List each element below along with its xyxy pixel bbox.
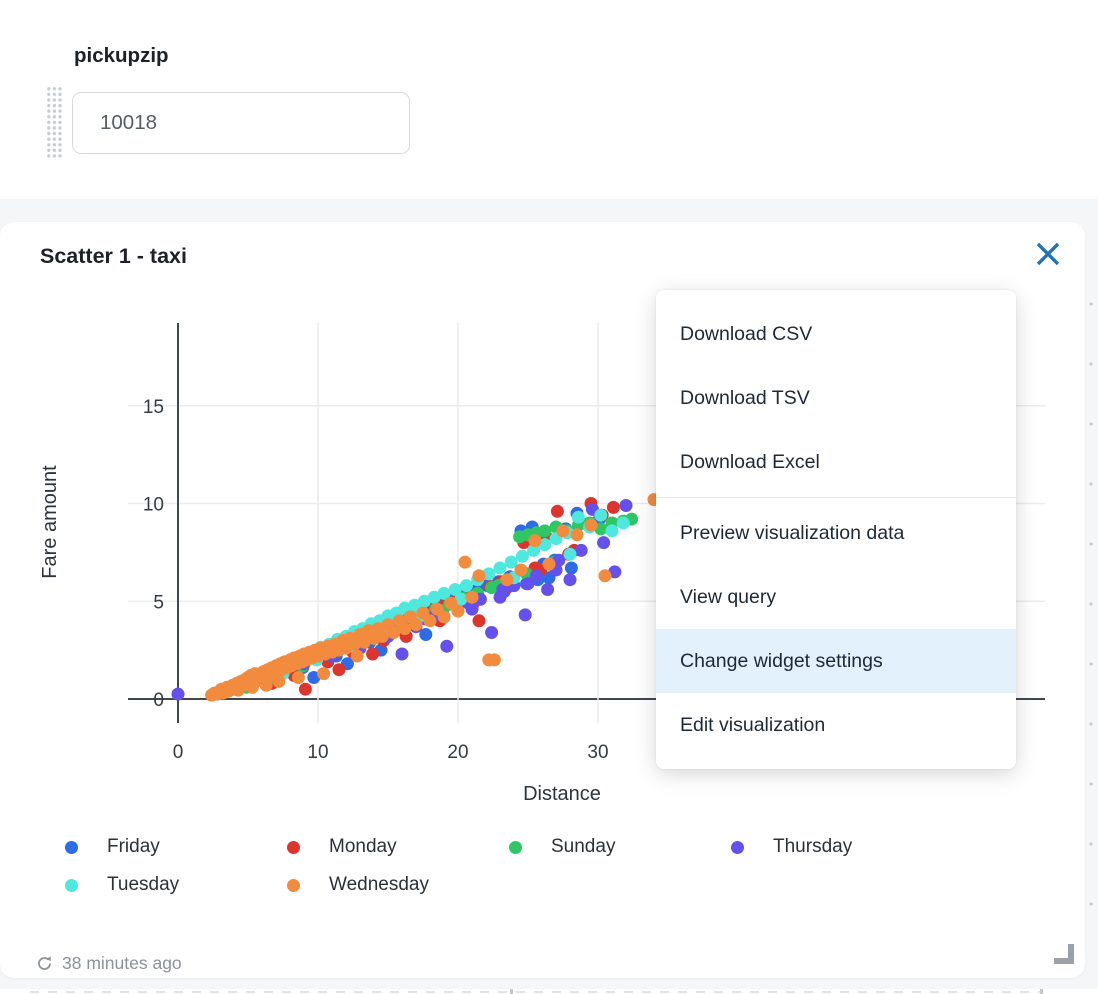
legend-dot-icon	[65, 840, 78, 854]
grid-tick	[1040, 989, 1043, 994]
menu-item-preview-visualization-data[interactable]: Preview visualization data	[680, 521, 905, 544]
menu-item-view-query[interactable]: View query	[680, 585, 777, 608]
widget-title: Scatter 1 - taxi	[40, 244, 187, 268]
close-button[interactable]	[1028, 234, 1068, 274]
legend-label: Thursday	[773, 836, 853, 857]
svg-text:15: 15	[143, 397, 164, 418]
pickupzip-input[interactable]	[72, 92, 410, 154]
svg-text:10: 10	[307, 742, 328, 763]
legend-item-monday[interactable]: Monday	[287, 828, 509, 866]
legend-label: Friday	[107, 836, 160, 857]
svg-text:Fare amount: Fare amount	[39, 465, 61, 579]
next-widget-edge	[0, 989, 1098, 994]
legend-dot-icon	[731, 840, 744, 854]
refresh-status: 38 minutes ago	[36, 953, 182, 974]
legend-dot-icon	[65, 878, 78, 892]
refresh-icon	[38, 956, 51, 970]
menu-item-download-csv[interactable]: Download CSV	[680, 322, 813, 345]
legend-label: Tuesday	[107, 874, 180, 895]
close-icon	[1036, 242, 1060, 266]
legend-label: Monday	[329, 836, 397, 857]
legend-item-friday[interactable]: Friday	[65, 828, 287, 866]
parameter-label: pickupzip	[74, 44, 169, 67]
svg-text:0: 0	[173, 742, 184, 763]
parameter-widget: pickupzip	[0, 0, 1098, 199]
menu-item-change-widget-settings[interactable]: Change widget settings	[656, 629, 1016, 693]
legend-item-tuesday[interactable]: Tuesday	[65, 866, 287, 904]
menu-item-edit-visualization[interactable]: Edit visualization	[680, 713, 826, 736]
menu-divider	[656, 497, 1016, 498]
widget-context-menu: Download CSV Download TSV Download Excel Pr…	[656, 290, 1016, 769]
menu-item-download-excel[interactable]: Download Excel	[680, 450, 820, 473]
svg-text:20: 20	[447, 742, 468, 763]
next-widget-dashes	[30, 991, 1040, 993]
grid-tick	[510, 989, 513, 994]
svg-text:Distance: Distance	[523, 783, 601, 805]
legend-dot-icon	[287, 878, 300, 892]
chart-legend: Friday Monday Sunday Thursday Tuesday Wednesd…	[65, 828, 953, 904]
svg-text:30: 30	[587, 742, 608, 763]
legend-item-wednesday[interactable]: Wednesday	[287, 866, 509, 904]
resize-handle[interactable]	[1054, 944, 1074, 964]
grid-dots	[1089, 274, 1093, 946]
legend-label: Wednesday	[329, 874, 429, 895]
scatter-chart: 0 5 10 15 0 10 20 30 Distance Fare amount	[39, 323, 1045, 805]
refresh-status-text: 38 minutes ago	[62, 953, 182, 973]
legend-item-sunday[interactable]: Sunday	[509, 828, 731, 866]
legend-item-thursday[interactable]: Thursday	[731, 828, 953, 866]
svg-text:5: 5	[153, 592, 164, 613]
menu-item-download-tsv[interactable]: Download TSV	[680, 386, 810, 409]
drag-handle-icon[interactable]	[46, 86, 63, 160]
legend-dot-icon	[287, 840, 300, 854]
svg-text:10: 10	[143, 495, 164, 516]
legend-dot-icon	[509, 840, 522, 854]
legend-label: Sunday	[551, 836, 616, 857]
svg-text:0: 0	[153, 690, 164, 711]
